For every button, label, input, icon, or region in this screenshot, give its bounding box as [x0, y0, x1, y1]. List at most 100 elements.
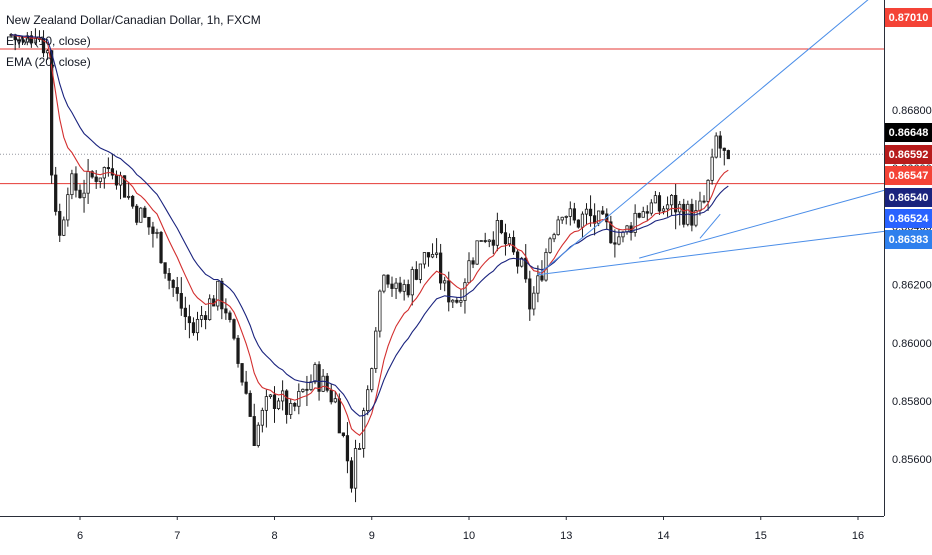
price-tick-label: 0.85800	[892, 396, 932, 408]
candle	[195, 311, 200, 341]
candle	[301, 388, 305, 393]
candle-body	[426, 252, 431, 258]
candle-body	[199, 315, 204, 320]
candle-body	[698, 200, 702, 211]
candle	[70, 169, 74, 200]
candle-body	[556, 219, 560, 236]
candle	[613, 229, 617, 258]
candle-body	[220, 280, 224, 310]
candle-body	[66, 194, 70, 221]
candle	[556, 215, 560, 236]
candle	[649, 199, 653, 216]
ema-10-line	[10, 34, 729, 437]
candle	[366, 385, 370, 416]
candle-body	[317, 364, 321, 392]
candle-body	[272, 394, 277, 409]
candle-body	[293, 402, 297, 407]
candle-body	[439, 252, 443, 284]
time-tick-label: 16	[852, 530, 864, 542]
candle-body	[98, 177, 102, 182]
candle-body	[260, 409, 264, 426]
candle	[179, 277, 183, 316]
candle	[151, 221, 155, 248]
candle	[694, 200, 698, 228]
candle	[447, 271, 451, 312]
price-badge: 0.86547	[885, 166, 932, 185]
candle	[110, 154, 115, 180]
price-badge: 0.86383	[885, 230, 932, 249]
price-tick-label: 0.86200	[892, 280, 932, 292]
trend-line	[699, 213, 721, 239]
candle-body	[544, 252, 548, 281]
candle-body	[167, 273, 171, 281]
candle	[418, 263, 422, 284]
price-badge-label: 0.86540	[889, 192, 929, 204]
candle-body	[528, 278, 532, 310]
price-badge-bg	[885, 188, 932, 207]
candle	[203, 311, 208, 330]
candle-body	[175, 287, 179, 294]
candle	[617, 228, 621, 246]
candle	[592, 203, 597, 236]
candle-body	[588, 208, 593, 217]
price-badge-bg	[885, 166, 932, 185]
time-tick-label: 13	[560, 530, 572, 542]
candle-body	[159, 231, 163, 264]
price-axis-panel	[884, 0, 932, 550]
price-badge-bg	[885, 123, 932, 142]
candle-body	[357, 448, 362, 450]
candle	[584, 203, 589, 226]
candle-body	[552, 234, 556, 240]
candle-body	[333, 398, 337, 403]
price-badge: 0.86592	[885, 145, 932, 164]
candle	[378, 289, 382, 338]
candle-body	[467, 260, 471, 284]
candle	[341, 432, 346, 438]
candle-body	[390, 283, 394, 289]
candle	[491, 231, 495, 254]
price-badge-label: 0.86383	[889, 234, 929, 246]
candle	[353, 439, 358, 503]
candle	[601, 206, 605, 216]
candle-body	[430, 254, 435, 258]
candle-body	[366, 389, 370, 411]
ema-20-legend[interactable]: EMA (20, close)	[6, 55, 91, 69]
candle-body	[718, 135, 722, 149]
candle	[155, 228, 159, 239]
candle	[114, 170, 119, 190]
candle	[329, 383, 333, 405]
candle	[317, 361, 321, 401]
candle-body	[90, 171, 94, 178]
candle-body	[240, 363, 244, 383]
candle-body	[276, 400, 281, 409]
candle-body	[195, 318, 200, 334]
candle-body	[232, 319, 236, 339]
candle	[171, 279, 175, 297]
candle-body	[386, 274, 390, 285]
candle-body	[179, 293, 183, 309]
candle-body	[151, 226, 155, 234]
ema-10-legend[interactable]: EMA (10, close)	[6, 34, 91, 48]
symbol-title[interactable]: New Zealand Dollar/Canadian Dollar, 1h, …	[6, 13, 261, 27]
candle-body	[353, 448, 358, 489]
trend-line	[537, 230, 885, 276]
candle-body	[548, 238, 552, 253]
candle	[548, 236, 552, 254]
candle	[90, 170, 94, 179]
candle-body	[463, 282, 467, 301]
candle	[633, 204, 637, 237]
candle-body	[511, 237, 516, 253]
candle	[661, 205, 666, 215]
candle-body	[21, 39, 25, 43]
candle-body	[122, 175, 127, 198]
candle-body	[216, 280, 220, 307]
candle-body	[475, 240, 479, 265]
candle-body	[378, 290, 382, 332]
candle-body	[694, 210, 698, 226]
price-tick-label: 0.86800	[892, 105, 932, 117]
time-tick-label: 14	[657, 530, 669, 542]
candle	[625, 224, 629, 235]
candle	[665, 196, 670, 217]
